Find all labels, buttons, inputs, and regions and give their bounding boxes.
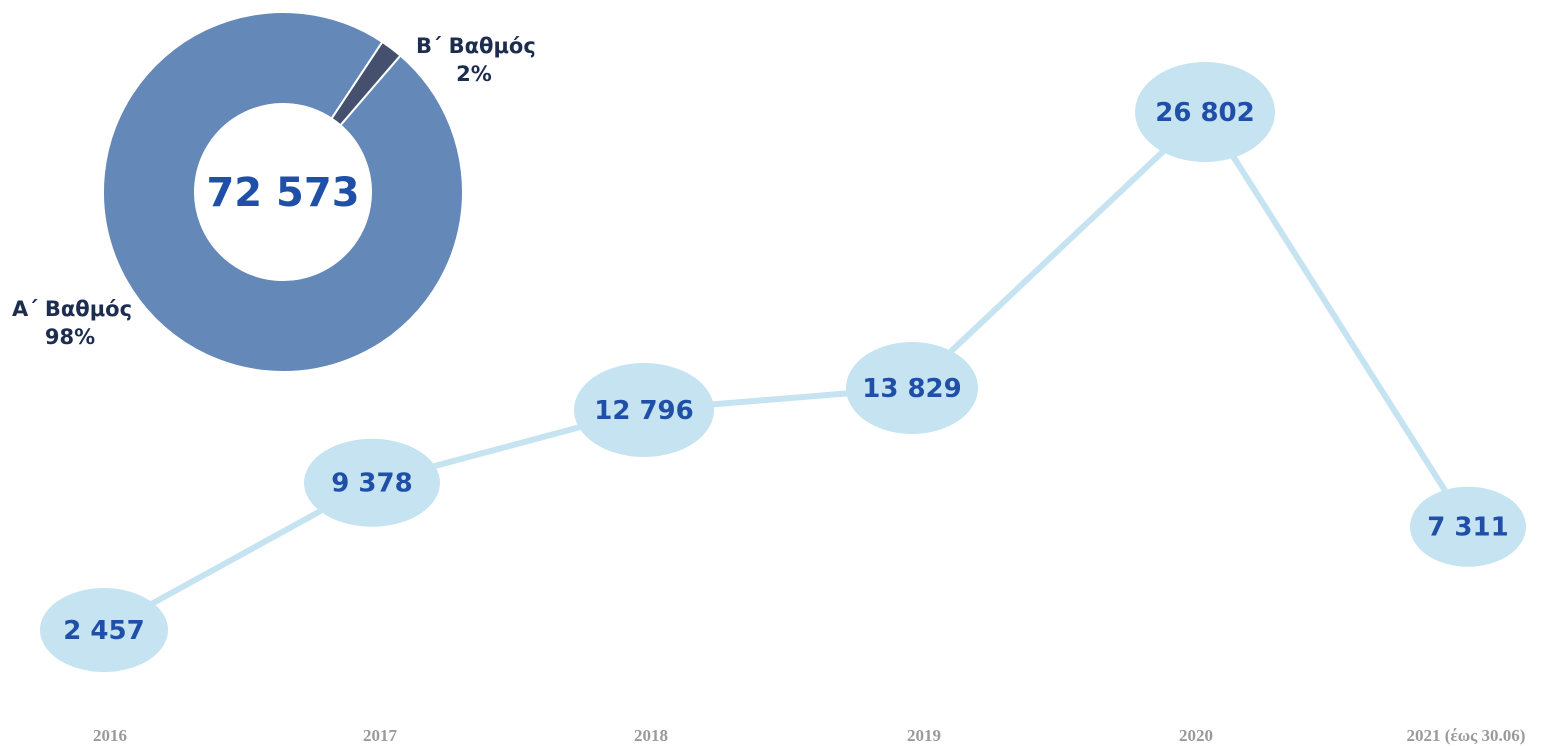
- line-chart: 2 457 9 378 12 796 13 829 26 802 7 311: [40, 62, 1526, 672]
- x-tick-label-2020: 2020: [1179, 726, 1213, 745]
- x-tick-label-2021: 2021 (έως 30.06): [1407, 726, 1526, 745]
- data-label-2018: 12 796: [594, 396, 694, 426]
- data-label-2021: 7 311: [1427, 513, 1508, 543]
- donut-slice-label-2: Β΄ Βαθμός: [416, 34, 536, 58]
- donut-center-total: 72 573: [206, 170, 359, 216]
- donut-slice-label-1: Α΄ Βαθμός: [12, 297, 132, 321]
- data-label-2020: 26 802: [1155, 98, 1255, 128]
- x-tick-label-2016: 2016: [93, 726, 127, 745]
- donut-chart: 72 573 Α΄ Βαθμός 98% Β΄ Βαθμός 2%: [12, 11, 536, 373]
- data-label-2019: 13 829: [862, 374, 962, 404]
- data-point-2020: [1135, 62, 1275, 162]
- donut-slice-percent-1: 98%: [45, 325, 95, 349]
- donut-slice-percent-2: 2%: [456, 62, 492, 86]
- x-axis: 2016 2017 2018 2019 2020 2021 (έως 30.06): [93, 726, 1525, 745]
- donut-slice-1: [102, 11, 464, 373]
- data-point-2018: [574, 363, 714, 458]
- x-tick-label-2019: 2019: [907, 726, 941, 745]
- data-label-2016: 2 457: [63, 616, 144, 646]
- donut-slice-2: [330, 40, 402, 127]
- data-point-2016: [40, 588, 168, 672]
- x-tick-label-2017: 2017: [363, 726, 398, 745]
- data-label-2017: 9 378: [331, 469, 412, 499]
- data-point-2019: [846, 342, 978, 435]
- x-tick-label-2018: 2018: [634, 726, 668, 745]
- data-point-2021: [1410, 486, 1526, 567]
- data-point-2017: [304, 438, 440, 527]
